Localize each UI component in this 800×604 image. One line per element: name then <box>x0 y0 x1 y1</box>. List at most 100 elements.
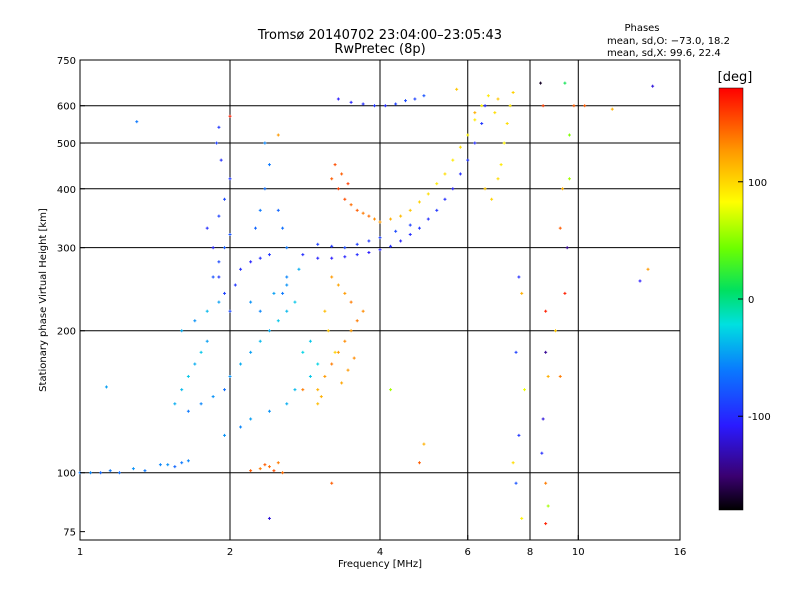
data-point <box>346 368 350 372</box>
data-point <box>349 329 353 333</box>
data-point <box>496 177 500 181</box>
data-point <box>583 104 587 108</box>
data-point <box>330 177 334 181</box>
grid-lines <box>80 60 680 540</box>
data-point <box>422 442 426 446</box>
data-point <box>340 172 344 176</box>
data-point <box>301 253 305 257</box>
data-point <box>403 99 407 103</box>
data-point <box>258 309 262 313</box>
data-point <box>520 291 524 295</box>
data-point <box>558 374 562 378</box>
data-point <box>285 275 289 279</box>
data-point <box>219 158 223 162</box>
data-point <box>544 309 548 313</box>
stats-heading: Phases <box>624 23 659 34</box>
data-point <box>417 461 421 465</box>
data-point <box>349 100 353 104</box>
data-point <box>343 197 347 201</box>
data-point <box>249 417 253 421</box>
data-point <box>523 388 527 392</box>
data-point <box>323 309 327 313</box>
data-point <box>567 133 571 137</box>
data-point <box>281 471 285 475</box>
data-point <box>253 226 257 230</box>
data-point <box>563 291 567 295</box>
data-point <box>223 291 227 295</box>
data-point <box>285 309 289 313</box>
y-tick-label: 200 <box>57 327 76 338</box>
data-point <box>408 232 412 236</box>
data-point <box>193 362 197 366</box>
colorbar-tick-label: 0 <box>748 295 754 306</box>
x-tick-label: 4 <box>377 547 383 558</box>
data-point <box>211 246 215 250</box>
data-point <box>540 451 544 455</box>
data-point <box>205 226 209 230</box>
data-point <box>544 350 548 354</box>
data-point <box>343 255 347 259</box>
data-point <box>267 329 271 333</box>
data-point <box>233 283 237 287</box>
data-point <box>217 275 221 279</box>
data-point <box>272 469 276 473</box>
data-point <box>173 402 177 406</box>
data-point <box>383 104 387 108</box>
data-point <box>511 461 515 465</box>
data-point <box>180 461 184 465</box>
data-point <box>326 329 330 333</box>
data-point <box>239 425 243 429</box>
data-point <box>330 256 334 260</box>
x-tick-label: 16 <box>674 547 687 558</box>
data-point <box>211 395 215 399</box>
data-point <box>180 388 184 392</box>
data-point <box>228 232 232 236</box>
x-tick-label: 1 <box>77 547 83 558</box>
data-point <box>258 467 262 471</box>
data-point <box>426 217 430 221</box>
data-point <box>638 279 642 283</box>
data-point <box>239 362 243 366</box>
data-point <box>308 374 312 378</box>
data-point <box>394 229 398 233</box>
data-point <box>466 158 470 162</box>
data-point <box>355 319 359 323</box>
data-point <box>263 187 267 191</box>
data-point <box>272 291 276 295</box>
data-point <box>389 244 393 248</box>
data-point <box>281 226 285 230</box>
data-point <box>546 374 550 378</box>
data-point <box>490 197 494 201</box>
data-point <box>316 402 320 406</box>
data-point <box>563 81 567 85</box>
data-point <box>473 118 477 122</box>
data-point <box>413 97 417 101</box>
data-point <box>378 236 382 240</box>
data-point <box>333 350 337 354</box>
data-point <box>336 187 340 191</box>
data-point <box>223 246 227 250</box>
data-point <box>505 122 509 126</box>
data-point <box>173 465 177 469</box>
data-point <box>493 111 497 115</box>
data-point <box>443 197 447 201</box>
data-point <box>267 516 271 520</box>
data-point <box>443 172 447 176</box>
data-point <box>239 267 243 271</box>
y-tick-label: 600 <box>57 102 76 113</box>
data-point <box>99 471 103 475</box>
y-tick-label: 750 <box>57 56 76 67</box>
data-point <box>367 214 371 218</box>
data-point <box>422 94 426 98</box>
data-point <box>285 246 289 250</box>
data-point <box>361 309 365 313</box>
data-point <box>558 226 562 230</box>
data-point <box>541 104 545 108</box>
data-point <box>408 223 412 227</box>
stats-line-x: mean, sd,X: 99.6, 22.4 <box>607 48 721 59</box>
data-point <box>263 141 267 145</box>
data-point <box>131 467 135 471</box>
data-point <box>276 319 280 323</box>
